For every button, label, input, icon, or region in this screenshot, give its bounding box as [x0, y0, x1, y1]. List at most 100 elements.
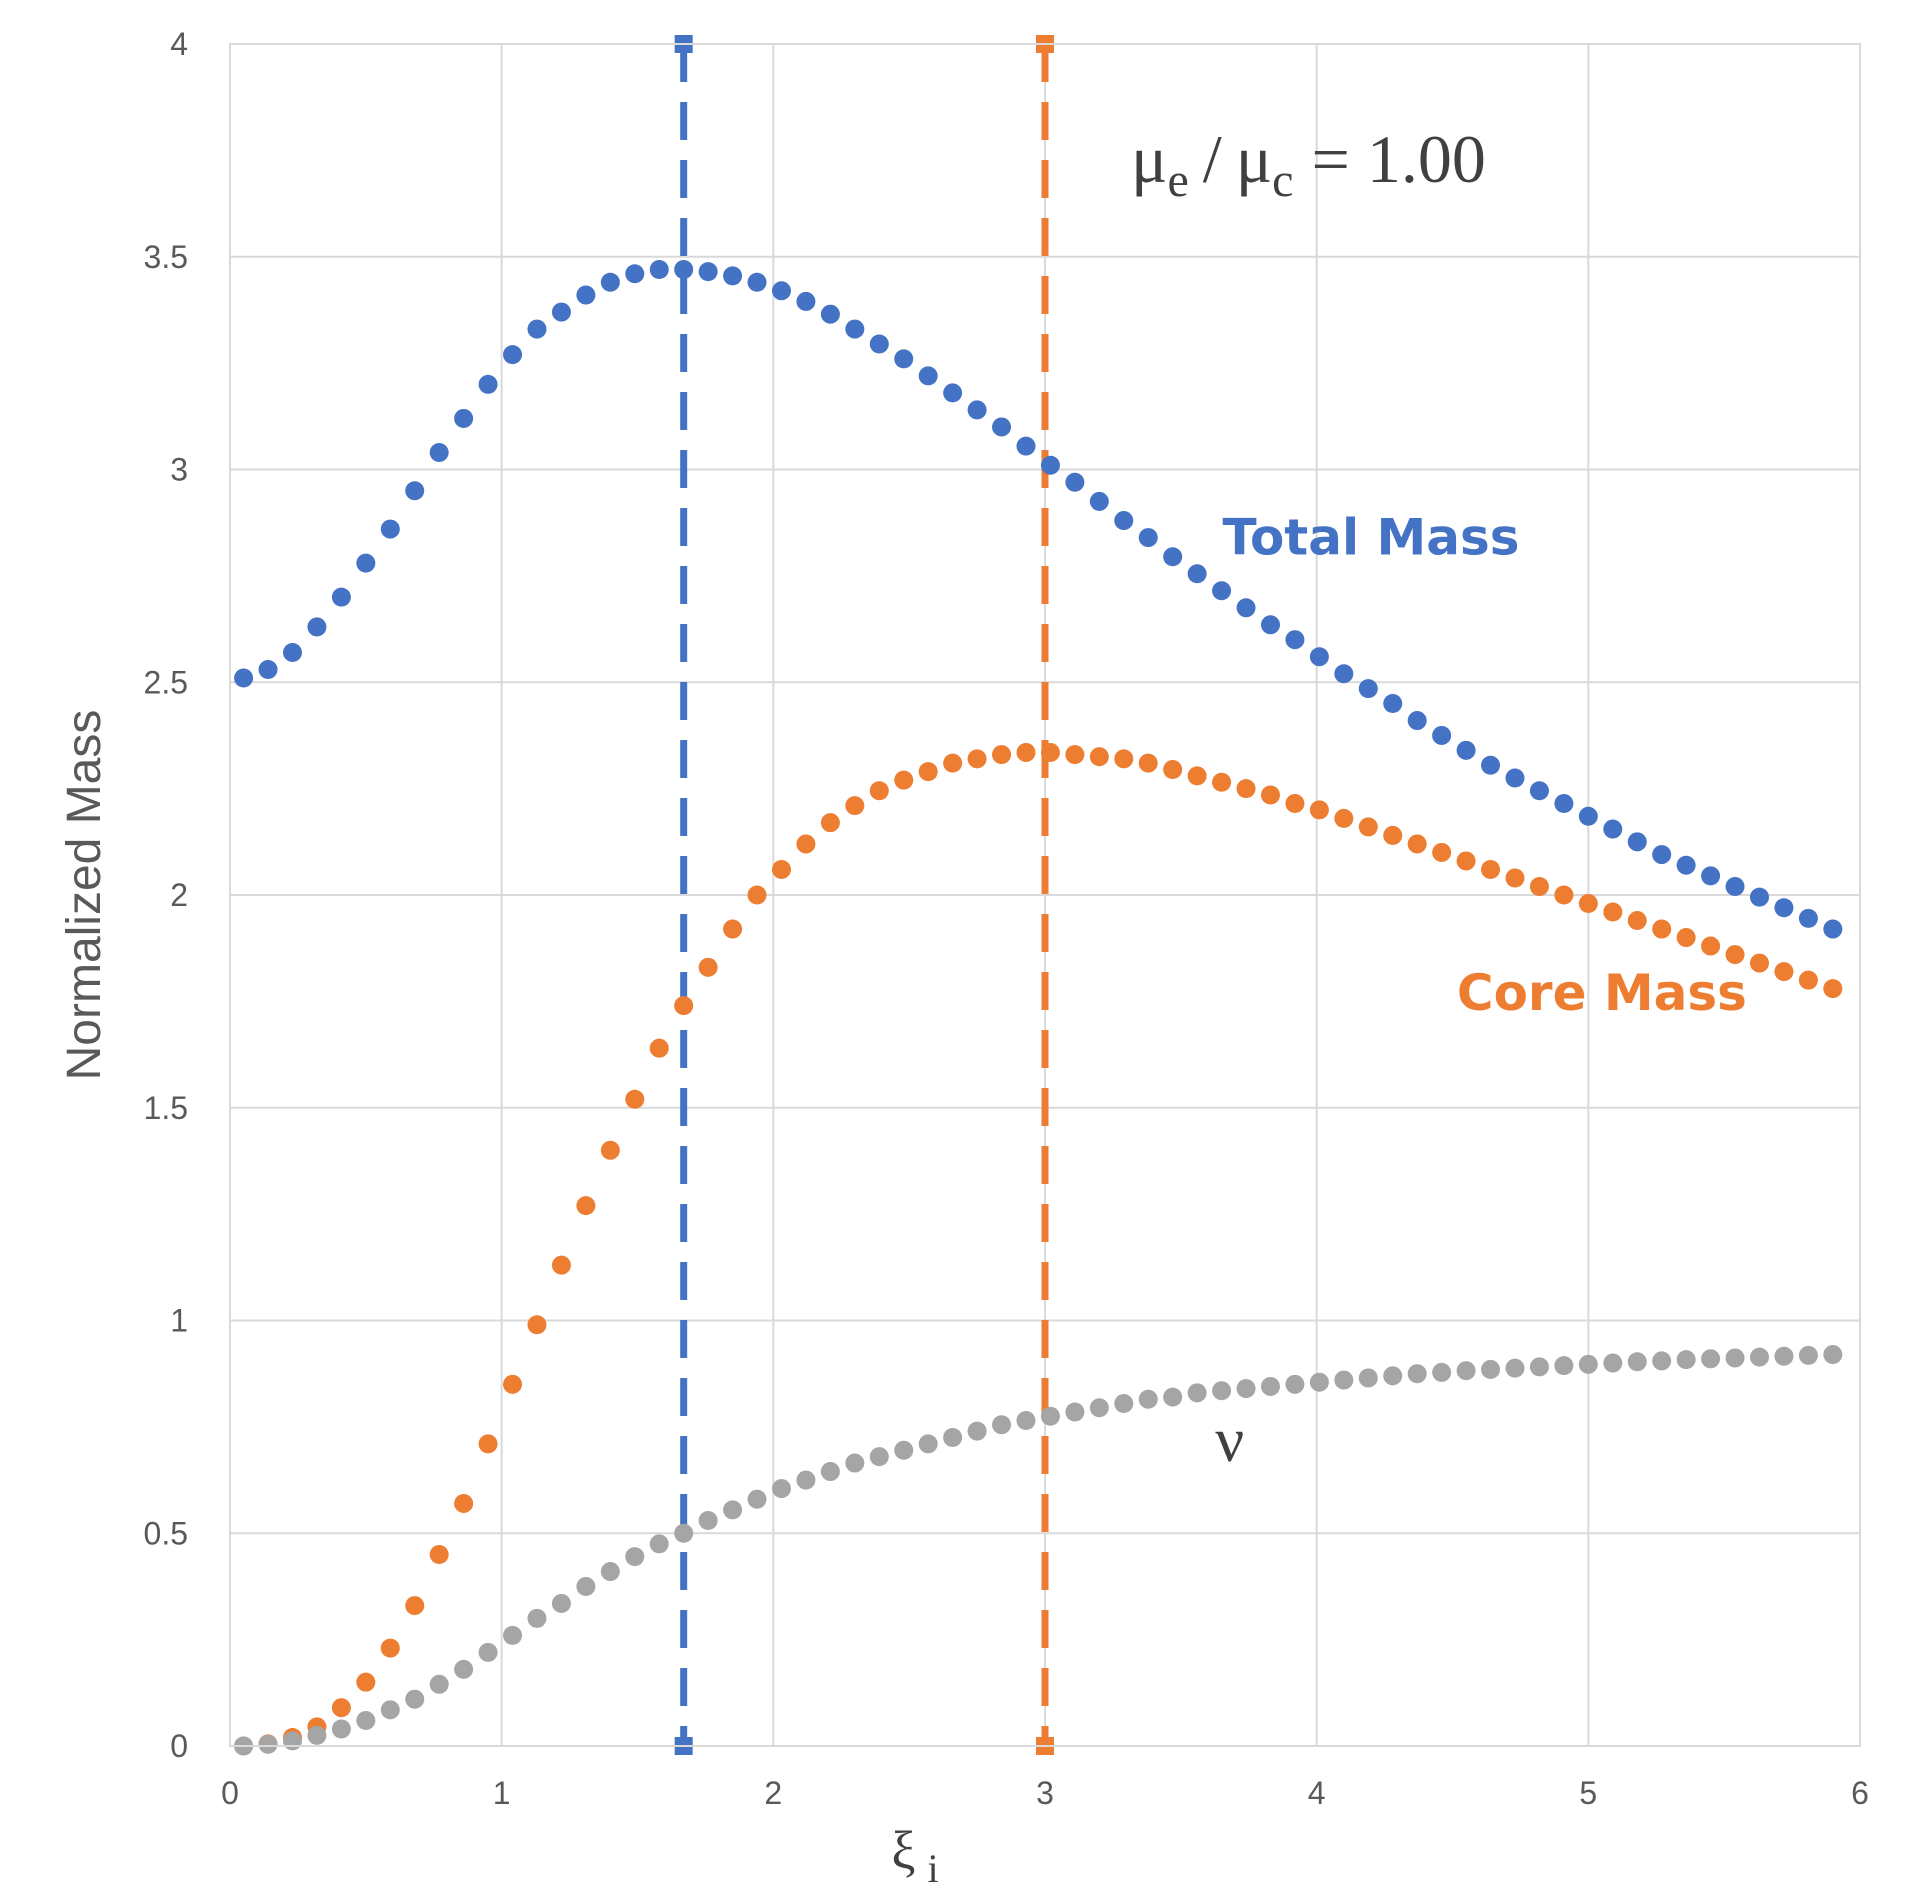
nu-point: [918, 1434, 938, 1454]
core-mass-point: [1529, 876, 1549, 896]
x-tick-label: 4: [1308, 1775, 1326, 1811]
total-mass-point: [1089, 491, 1109, 511]
total-mass-point: [1065, 472, 1085, 492]
nu-point: [771, 1479, 791, 1499]
x-tick-label: 1: [493, 1775, 511, 1811]
core-mass-point: [1676, 928, 1696, 948]
nu-point: [1358, 1368, 1378, 1388]
core-mass-point: [1725, 945, 1745, 965]
total-mass-series-label: Total Mass: [1222, 509, 1519, 567]
core-mass-point: [551, 1255, 571, 1275]
core-mass-point: [1383, 825, 1403, 845]
core-mass-point: [1285, 794, 1305, 814]
nu-point: [356, 1710, 376, 1730]
total-mass-point: [1236, 598, 1256, 618]
mu-c-symbol: μ: [1236, 121, 1272, 197]
total-mass-point: [234, 668, 254, 688]
core-mass-point: [503, 1374, 523, 1394]
core-mass-point: [600, 1140, 620, 1160]
core-mass-point: [943, 753, 963, 773]
core-mass-point: [356, 1672, 376, 1692]
core-mass-point: [454, 1493, 474, 1513]
nu-point: [992, 1415, 1012, 1435]
y-tick-label: 2.5: [144, 664, 188, 700]
core-mass-point: [674, 996, 694, 1016]
nu-point: [1749, 1347, 1769, 1367]
core-mass-point: [869, 781, 889, 801]
total-mass-point: [1603, 819, 1623, 839]
nu-point: [1212, 1381, 1232, 1401]
total-mass-point: [796, 291, 816, 311]
core-mass-point: [331, 1698, 351, 1718]
y-tick-label: 0.5: [144, 1515, 188, 1551]
total-mass-point: [405, 481, 425, 501]
total-mass-point: [600, 272, 620, 292]
total-mass-point: [649, 260, 669, 280]
total-mass-point: [503, 345, 523, 365]
core-mass-point: [1065, 745, 1085, 765]
nu-point: [1040, 1406, 1060, 1426]
core-mass-point: [723, 919, 743, 939]
core-mass-point: [1823, 979, 1843, 999]
core-mass-point: [894, 770, 914, 790]
total-mass-point: [527, 319, 547, 339]
y-tick-label: 0: [170, 1728, 188, 1764]
nu-point: [820, 1462, 840, 1482]
data-points: [234, 260, 1843, 1756]
y-tick-label: 1: [170, 1303, 188, 1339]
total-mass-point: [1138, 528, 1158, 548]
nu-point: [967, 1421, 987, 1441]
nu-point: [454, 1659, 474, 1679]
total-mass-point: [1383, 694, 1403, 714]
total-mass-point: [747, 272, 767, 292]
core-mass-point: [1407, 834, 1427, 854]
nu-point: [478, 1642, 498, 1662]
series-labels: Total Mass Core Mass ν: [1215, 509, 1747, 1475]
ratio-slash: /: [1203, 121, 1222, 197]
nu-point: [845, 1453, 865, 1473]
x-tick-label: 2: [764, 1775, 782, 1811]
core-mass-point: [1432, 842, 1452, 862]
core-mass-point: [1358, 817, 1378, 837]
nu-point: [1065, 1402, 1085, 1422]
total-mass-point: [698, 262, 718, 282]
nu-series-label: ν: [1215, 1404, 1244, 1475]
total-mass-point: [1309, 647, 1329, 667]
ratio-annotation: μe / μc = 1.00: [1131, 121, 1486, 207]
y-axis-title: Normalized Mass: [58, 710, 111, 1081]
nu-point: [1798, 1345, 1818, 1365]
nu-point: [1505, 1358, 1525, 1378]
total-mass-point: [1481, 755, 1501, 775]
y-tick-label: 4: [170, 26, 188, 62]
core-mass-point: [429, 1545, 449, 1565]
total-mass-point: [258, 659, 278, 679]
total-mass-point: [356, 553, 376, 573]
core-mass-point: [1138, 753, 1158, 773]
ratio-value: = 1.00: [1311, 121, 1485, 197]
total-mass-point: [1823, 919, 1843, 939]
core-mass-point: [796, 834, 816, 854]
nu-point: [1725, 1348, 1745, 1368]
plot-area: [229, 43, 1861, 1747]
nu-point: [1285, 1374, 1305, 1394]
total-mass-point: [1749, 887, 1769, 907]
nu-point: [503, 1625, 523, 1645]
core-mass-point: [1089, 747, 1109, 767]
nu-point: [307, 1725, 327, 1745]
core-mass-point: [576, 1196, 596, 1216]
core-mass-point: [1749, 953, 1769, 973]
nu-point: [1016, 1410, 1036, 1430]
core-mass-point: [1554, 885, 1574, 905]
total-mass-point: [845, 319, 865, 339]
nu-point: [1823, 1345, 1843, 1365]
nu-point: [1578, 1354, 1598, 1374]
total-mass-point: [282, 642, 302, 662]
total-mass-point: [943, 383, 963, 403]
total-mass-point: [869, 334, 889, 354]
nu-point: [1260, 1376, 1280, 1396]
core-mass-point: [1578, 894, 1598, 914]
core-mass-point: [625, 1089, 645, 1109]
total-mass-point: [1798, 908, 1818, 928]
total-mass-point: [1016, 436, 1036, 456]
x-tick-label: 6: [1851, 1775, 1869, 1811]
